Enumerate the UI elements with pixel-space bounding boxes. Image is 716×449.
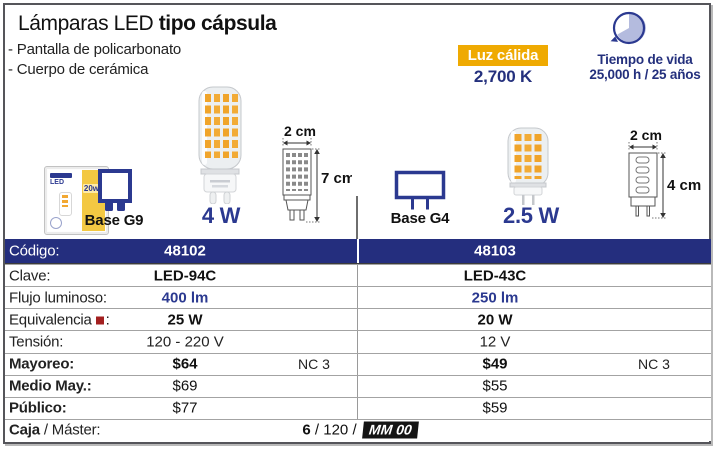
wattage-4w: 4 W: [201, 203, 241, 228]
row-flujo-luminoso: Flujo luminoso: 400 lm 250 lm: [5, 286, 711, 309]
mayoreo-left-nc: NC 3: [298, 356, 330, 373]
mm-badge: MM 00: [361, 421, 419, 439]
mayoreo-right-nc: NC 3: [638, 356, 670, 373]
packaging-brand-bar: [50, 173, 72, 178]
equivalencia-text: Equivalencia: [9, 311, 92, 329]
row-label: Mayoreo:: [9, 355, 75, 373]
dim-height-label: 7 cm: [321, 170, 352, 187]
table-divider: [357, 287, 358, 309]
base-g9-icon: [97, 168, 133, 217]
packaging-bulb-image: [59, 192, 72, 216]
wattage-2-5w: 2.5 W: [503, 203, 559, 228]
flujo-left-value: 400 lm: [161, 289, 209, 307]
master-count: / 120 /: [310, 421, 361, 439]
bulb-2-5w-photo: [500, 127, 556, 210]
table-divider: [357, 309, 358, 331]
table-divider: [357, 265, 358, 287]
base-g4-icon: [394, 170, 446, 215]
red-square-icon: [95, 316, 104, 325]
row-publico: Público: $77 $59: [5, 396, 711, 419]
table-divider: [357, 397, 358, 419]
table-divider: [357, 331, 358, 353]
medio-left-price: $69: [172, 377, 198, 395]
flujo-right-value: 250 lm: [471, 289, 519, 307]
base-g4-label: Base G4: [390, 210, 450, 227]
caja-master-value: 6 / 120 / MM 00: [185, 421, 535, 439]
publico-left-price: $77: [172, 399, 198, 417]
lifetime-label: Tiempo de vida: [597, 52, 693, 67]
spec-table: Código: 48102 48103 Clave: LED-94C LED-4…: [5, 239, 711, 441]
row-codigo: Código: 48102 48103: [5, 239, 711, 264]
page-title: Lámparas LED tipo cápsula: [18, 12, 277, 36]
title-bold: tipo cápsula: [153, 12, 277, 35]
feature-line: - Pantalla de policarbonato: [8, 41, 182, 58]
row-label: Clave:: [9, 267, 51, 285]
tension-right-value: 12 V: [479, 333, 511, 351]
equivalencia-right-value: 20 W: [477, 311, 513, 329]
color-temperature-value: 2,700 K: [473, 67, 533, 86]
lifetime-clock-icon: [607, 7, 651, 51]
equivalencia-colon: :: [105, 311, 110, 329]
caja-rest-text: / Máster:: [39, 421, 101, 439]
title-regular: Lámparas LED: [18, 12, 154, 35]
caja-bold-text: Caja: [9, 421, 40, 439]
row-label: Caja / Máster:: [9, 421, 101, 439]
row-equivalencia: Equivalencia: 25 W 20 W: [5, 308, 711, 331]
dim-width-label: 2 cm: [630, 127, 662, 143]
medio-right-price: $55: [482, 377, 508, 395]
table-divider: [357, 353, 358, 375]
equivalencia-left-value: 25 W: [167, 311, 203, 329]
mayoreo-right-price: $49: [482, 355, 508, 373]
mayoreo-left-price: $64: [172, 355, 198, 373]
table-divider: [357, 375, 358, 397]
dim-width-label: 2 cm: [284, 123, 316, 139]
packaging-watt-badge: 20w: [82, 184, 100, 193]
codigo-left-value: 48102: [164, 242, 206, 260]
row-label: Medio May.:: [9, 377, 92, 395]
caja-count: 6: [302, 421, 311, 439]
publico-right-price: $59: [482, 399, 508, 417]
row-label: Código:: [9, 242, 60, 260]
bulb-4w-photo: [192, 86, 248, 209]
base-g9-label: Base G9: [84, 212, 144, 229]
row-tension: Tensión: 120 - 220 V 12 V: [5, 330, 711, 353]
dimension-diagram-g9: 2 cm 7 cm: [274, 122, 355, 241]
row-label: Público:: [9, 399, 67, 417]
dim-height-label: 4 cm: [667, 177, 701, 194]
clave-left-value: LED-94C: [153, 267, 217, 285]
packaging-badge-icon: [50, 217, 62, 229]
warm-light-badge: Luz cálida: [458, 45, 548, 66]
packaging-led-text: LED: [50, 179, 64, 186]
product-packaging-thumbnail: LED 20w: [44, 166, 109, 235]
table-divider: [357, 239, 359, 263]
lifetime-value: 25,000 h / 25 años: [589, 67, 701, 82]
row-medio-mayoreo: Medio May.: $69 $55: [5, 374, 711, 397]
row-clave: Clave: LED-94C LED-43C: [5, 264, 711, 287]
row-label: Tensión:: [9, 333, 64, 351]
row-mayoreo: Mayoreo: $64 NC 3 $49 NC 3: [5, 352, 711, 375]
codigo-right-value: 48103: [474, 242, 516, 260]
packaging-card-front: LED: [48, 170, 82, 231]
column-divider: [356, 196, 358, 239]
row-label: Equivalencia:: [9, 311, 110, 328]
row-caja-master: Caja / Máster: 6 / 120 / MM 00: [5, 418, 711, 441]
clave-right-value: LED-43C: [463, 267, 527, 285]
tension-left-value: 120 - 220 V: [146, 333, 224, 351]
dimension-diagram-g4: 2 cm 4 cm: [616, 126, 704, 237]
feature-line: - Cuerpo de cerámica: [8, 61, 149, 78]
row-label: Flujo luminoso:: [9, 289, 107, 307]
